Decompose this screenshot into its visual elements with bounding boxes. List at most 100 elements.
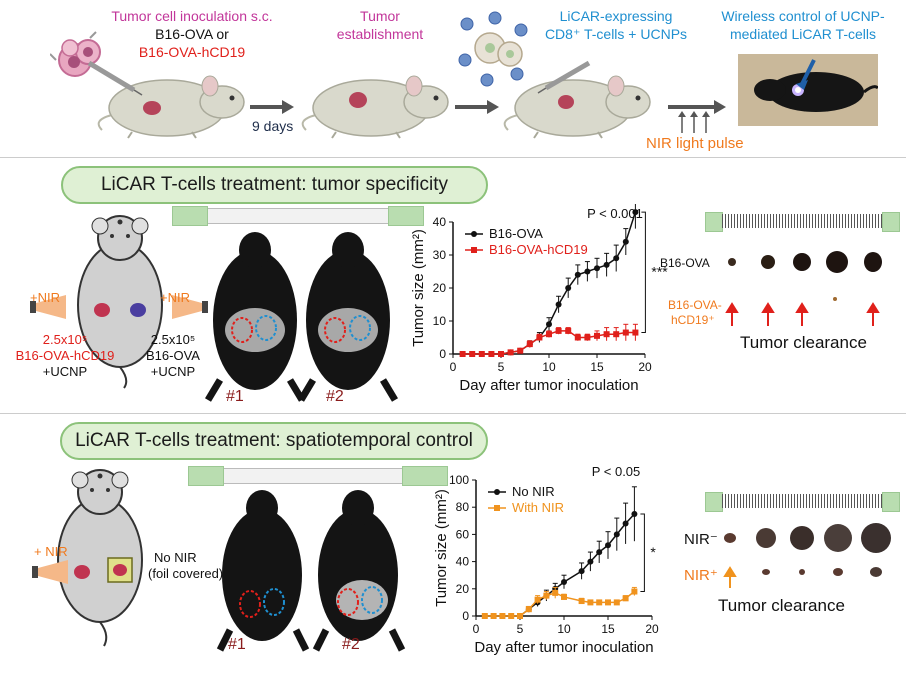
- p2-tumor-device-left: [705, 492, 723, 512]
- x-tick-label: 20: [645, 622, 659, 636]
- establishment-line2: establishment: [336, 26, 424, 42]
- y-tick-label: 20: [433, 281, 447, 295]
- data-point: [507, 349, 514, 356]
- licar-line1: LiCAR-expressing: [559, 8, 673, 24]
- p2-mouse2-label: #2: [342, 636, 360, 653]
- p-value: P < 0.001: [587, 206, 643, 221]
- p1-tumor-row2b: hCD19⁺: [671, 313, 715, 327]
- data-point: [499, 613, 506, 619]
- data-point: [603, 331, 610, 338]
- data-point: [546, 321, 552, 328]
- p2-tumor-device-body: [722, 494, 882, 508]
- x-tick-label: 5: [517, 622, 524, 636]
- tumor-cells-icon: [50, 31, 101, 77]
- wireless-line2: mediated LiCAR T-cells: [729, 26, 877, 42]
- p1-mouse2-label: #2: [326, 388, 344, 405]
- data-point: [525, 606, 532, 613]
- p2-tumor-samples: [723, 523, 891, 588]
- significance-mark: *: [650, 544, 656, 560]
- data-point: [574, 271, 581, 278]
- data-point: [543, 592, 550, 599]
- data-point: [459, 351, 466, 357]
- mouse-3-icon: [503, 75, 651, 139]
- x-axis-label: Day after tumor inoculation: [474, 639, 653, 656]
- y-axis-label: Tumor size (mm²): [433, 489, 450, 607]
- legend-marker: [494, 505, 500, 511]
- data-point: [584, 268, 591, 275]
- syringe-2-icon: [537, 60, 591, 94]
- y-axis-label: Tumor size (mm²): [410, 229, 427, 347]
- p2-mouse1-label: #1: [228, 636, 246, 653]
- data-point: [622, 520, 629, 527]
- p1-tumor-samples: [725, 251, 882, 326]
- p1-tumor-device-right: [882, 212, 900, 232]
- p1-device-body: [208, 208, 388, 224]
- series-line: [484, 513, 635, 617]
- wireless-photo: [738, 54, 880, 126]
- p2-mouse-photos: [216, 490, 406, 652]
- data-point: [613, 331, 620, 338]
- data-point: [578, 598, 585, 605]
- data-point: [481, 613, 488, 619]
- data-point: [631, 588, 638, 595]
- divider-top: [0, 157, 906, 158]
- data-point: [561, 579, 567, 585]
- p1-right-line: B16-OVA: [146, 348, 200, 363]
- y-tick-label: 40: [456, 555, 470, 569]
- p2-device-left: [188, 466, 224, 486]
- data-point: [613, 599, 620, 606]
- p1-tumor-row1: B16-OVA: [660, 256, 710, 270]
- data-point: [488, 351, 495, 357]
- data-point: [587, 558, 594, 565]
- data-point: [517, 613, 523, 619]
- data-point: [546, 331, 552, 338]
- significance-bracket: [640, 513, 645, 593]
- y-tick-label: 30: [433, 248, 447, 262]
- divider-middle: [0, 413, 906, 414]
- data-point: [596, 549, 603, 556]
- inoculation-title: Tumor cell inoculation s.c.: [111, 8, 273, 24]
- y-tick-label: 60: [456, 527, 470, 541]
- p1-left-dose: 2.5x10⁵: [42, 332, 88, 347]
- days-label: 9 days: [252, 118, 294, 134]
- panel2-title: LiCAR T-cells treatment: spatiotemporal …: [60, 422, 488, 460]
- p2-device-body: [224, 468, 402, 484]
- legend-label: B16-OVA-hCD19: [489, 242, 588, 257]
- data-point: [561, 593, 567, 600]
- legend-marker: [494, 489, 500, 495]
- data-point: [632, 329, 639, 336]
- p1-mouse-photos: [204, 232, 399, 402]
- data-point: [490, 613, 497, 619]
- y-tick-label: 100: [449, 473, 469, 487]
- p1-right-ucnp: +UCNP: [150, 364, 196, 379]
- x-tick-label: 20: [638, 360, 652, 374]
- panel1-title: LiCAR T-cells treatment: tumor specifici…: [61, 166, 488, 204]
- significance-bracket: [641, 211, 646, 334]
- data-point: [613, 255, 620, 262]
- p2-nir-lamp-icon: [32, 560, 68, 584]
- series-line: [484, 590, 635, 617]
- p2-clearance: Tumor clearance: [718, 596, 845, 615]
- legend-label: B16-OVA: [489, 226, 543, 241]
- legend-marker: [471, 247, 477, 253]
- p2-row1: NIR⁻: [684, 531, 718, 548]
- data-point: [469, 351, 476, 357]
- data-point: [596, 599, 603, 606]
- p2-foil: (foil covered): [148, 566, 224, 581]
- x-tick-label: 10: [557, 622, 571, 636]
- data-point: [478, 351, 485, 357]
- data-point: [632, 209, 639, 216]
- panel1-mouse-schematic: [77, 215, 163, 389]
- data-point: [603, 261, 610, 268]
- data-point: [584, 334, 591, 341]
- legend-marker: [471, 231, 477, 237]
- p2-tumor-device-right: [882, 492, 900, 512]
- p1-tumor-device-body: [722, 214, 882, 228]
- p1-right-dose: 2.5x10⁵: [150, 332, 196, 347]
- data-point: [498, 351, 504, 357]
- legend-label: With NIR: [512, 500, 564, 515]
- p1-device-left: [172, 206, 208, 226]
- p1-tumor-row2a: B16-OVA-: [668, 298, 722, 312]
- chart-spatiotemporal: 0 20 40 60 80 100 0 5 10 15 20 Day after tumor inoc…: [433, 464, 659, 656]
